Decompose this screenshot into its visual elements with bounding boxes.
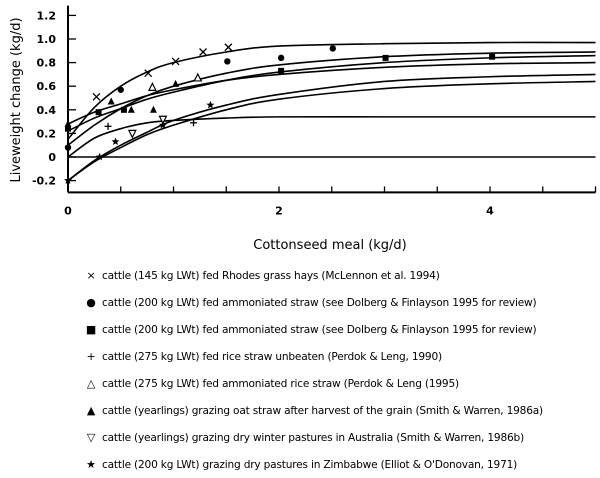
circle-marker — [224, 58, 231, 65]
legend-label: cattle (yearlings) grazing oat straw aft… — [102, 404, 543, 417]
fitted-curve — [67, 61, 596, 125]
y-tick-label: 0 — [48, 151, 56, 164]
x-marker-stroke — [92, 92, 101, 101]
circle-marker — [117, 86, 124, 93]
fitted-curve — [67, 73, 596, 182]
fitted-curves — [67, 41, 596, 182]
legend-item: ★ cattle (200 kg LWt) grazing dry pasture… — [80, 451, 600, 478]
x-marker-icon: × — [86, 269, 96, 282]
legend-item: × cattle (145 kg LWt) fed Rhodes grass ha… — [80, 262, 600, 289]
legend-item: ▲ cattle (yearlings) grazing oat straw af… — [80, 397, 600, 424]
legend-label: cattle (275 kg LWt) fed ammoniated rice … — [102, 377, 459, 390]
plus-marker-icon: + — [86, 350, 96, 363]
x-marker-stroke — [224, 43, 233, 52]
legend-label: cattle (200 kg LWt) fed ammoniated straw… — [102, 296, 537, 309]
x-tick-label: 4 — [486, 204, 494, 217]
star-marker — [64, 176, 72, 184]
legend-item: + cattle (275 kg LWt) fed rice straw unbe… — [80, 343, 600, 370]
y-tick-label: 1.0 — [37, 33, 57, 46]
square-marker — [95, 109, 102, 116]
y-tick-label: 0.2 — [37, 127, 57, 140]
chart: 0 2 4 -0.2 0 0.2 0.4 0.6 0.8 1.0 1.2 Cottonseed me… — [9, 5, 597, 253]
down-triangle-marker — [158, 115, 168, 125]
square-marker — [382, 54, 389, 61]
triangle-marker — [107, 97, 115, 105]
fitted-curve — [67, 115, 596, 158]
legend-item: ▽ cattle (yearlings) grazing dry winter p… — [80, 424, 600, 451]
triangle-marker — [172, 79, 180, 87]
x-marker-stroke — [144, 69, 153, 78]
legend-item: ■ cattle (200 kg LWt) fed ammoniated stra… — [80, 316, 600, 343]
x-marker-stroke — [171, 57, 180, 66]
y-tick-label: 0.8 — [37, 57, 57, 70]
x-marker-stroke — [199, 48, 207, 56]
circle-marker — [329, 45, 337, 52]
legend-label: cattle (yearlings) grazing dry winter pa… — [102, 431, 525, 444]
square-marker-icon: ■ — [85, 323, 97, 336]
down-triangle-marker-icon: ▽ — [86, 431, 96, 444]
star-marker — [206, 100, 215, 109]
x-marker — [171, 57, 180, 66]
circle-marker — [64, 144, 72, 151]
data-points — [64, 43, 496, 184]
x-marker — [199, 48, 207, 56]
circle-marker — [277, 54, 285, 62]
plus-marker — [104, 122, 112, 130]
x-axis-label: Cottonseed meal (kg/d) — [253, 238, 407, 253]
fitted-curve — [67, 41, 596, 140]
legend-label: cattle (200 kg LWt) fed ammoniated straw… — [102, 323, 537, 336]
y-tick-label: 0.4 — [37, 104, 57, 117]
square-marker — [120, 106, 127, 113]
legend-item: △ cattle (275 kg LWt) fed ammoniated rice… — [80, 370, 600, 397]
y-tick-label: 0.6 — [37, 80, 57, 93]
square-marker — [489, 53, 496, 60]
legend-label: cattle (275 kg LWt) fed rice straw unbea… — [102, 350, 442, 363]
filled-triangle-marker-icon: ▲ — [86, 404, 96, 417]
open-triangle-marker — [193, 72, 203, 82]
star-marker — [95, 152, 104, 161]
x-marker — [144, 69, 153, 78]
y-axis-label: Liveweight change (kg/d) — [9, 17, 24, 182]
star-marker — [111, 137, 120, 146]
axes: 0 2 4 -0.2 0 0.2 0.4 0.6 0.8 1.0 1.2 — [32, 5, 597, 217]
down-triangle-marker — [127, 129, 137, 139]
star-marker-icon: ★ — [86, 458, 96, 471]
open-triangle-marker-icon: △ — [86, 377, 96, 390]
plus-marker — [190, 119, 198, 127]
triangle-marker — [64, 119, 72, 127]
x-tick-label: 2 — [275, 204, 283, 217]
circle-marker-icon: ● — [86, 296, 96, 309]
y-tick-label: 1.2 — [37, 9, 57, 22]
x-marker — [224, 43, 233, 52]
triangle-marker — [149, 105, 157, 113]
star-marker — [158, 120, 167, 129]
legend-item: ● cattle (200 kg LWt) fed ammoniated stra… — [80, 289, 600, 316]
legend-label: cattle (145 kg LWt) fed Rhodes grass hay… — [102, 269, 440, 282]
fitted-curve — [67, 51, 596, 146]
x-marker — [92, 92, 101, 101]
legend-label: cattle (200 kg LWt) grazing dry pastures… — [102, 458, 518, 471]
x-tick-label: 0 — [64, 204, 72, 217]
triangle-marker — [127, 105, 135, 113]
square-marker — [65, 125, 71, 132]
open-triangle-marker — [147, 82, 157, 91]
y-tick-label: -0.2 — [32, 175, 56, 188]
fitted-curve — [67, 80, 596, 182]
legend: × cattle (145 kg LWt) fed Rhodes grass ha… — [80, 262, 600, 478]
square-marker — [278, 67, 285, 74]
